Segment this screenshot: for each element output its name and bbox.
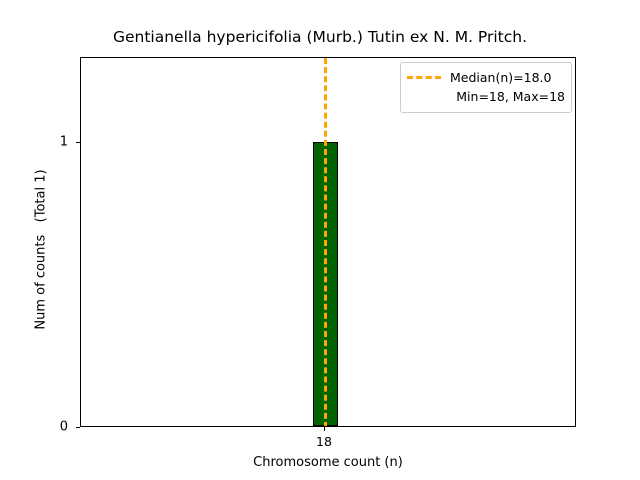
y-axis-tick-mark-0 xyxy=(76,427,80,428)
legend-label-median: Median(n)=18.0 xyxy=(450,70,552,85)
x-axis-tick-mark-18 xyxy=(324,427,325,431)
y-axis-tick-label-0: 0 xyxy=(59,419,68,435)
y-axis-label: Num of counts (Total 1) xyxy=(33,169,49,330)
x-axis-tick-label-18: 18 xyxy=(316,434,332,449)
legend-entry-median: Median(n)=18.0 xyxy=(407,68,565,87)
legend-entry-minmax: Min=18, Max=18 xyxy=(407,87,565,106)
y-axis-tick-mark-1 xyxy=(76,142,80,143)
plot-area xyxy=(80,57,576,427)
y-axis-tick-label-1: 1 xyxy=(59,134,68,150)
x-axis-label: Chromosome count (n) xyxy=(253,455,403,470)
dashed-line-icon xyxy=(407,76,441,79)
median-reference-line xyxy=(324,58,327,426)
chart-legend: Median(n)=18.0 Min=18, Max=18 xyxy=(400,62,572,113)
legend-label-minmax: Min=18, Max=18 xyxy=(456,89,565,104)
chart-title: Gentianella hypericifolia (Murb.) Tutin … xyxy=(112,28,528,46)
